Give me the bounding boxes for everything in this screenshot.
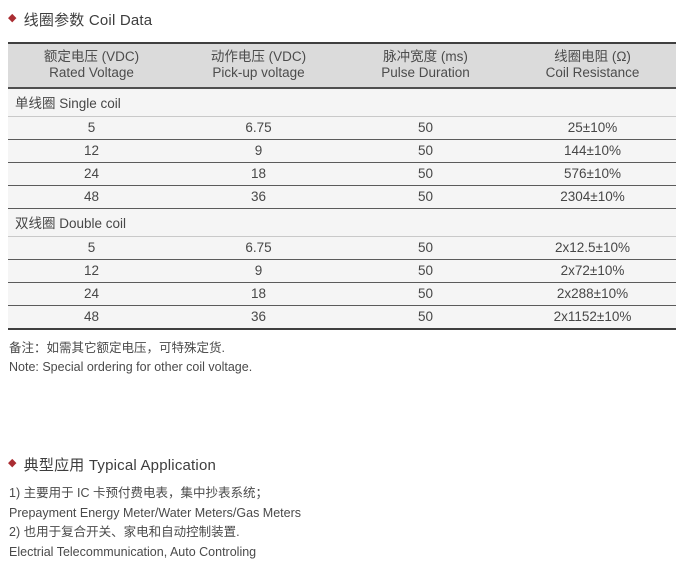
table-cell: 2x1152±10% [509, 305, 676, 329]
typical-application-section-title: ◆ 典型应用 Typical Application [8, 454, 700, 475]
typical-application-section: ◆ 典型应用 Typical Application 1) 主要用于 IC 卡预… [8, 454, 700, 562]
table-cell: 12 [8, 259, 175, 283]
table-cell: 6.75 [175, 116, 342, 140]
table-cell: 5 [8, 236, 175, 260]
table-cell: 5 [8, 116, 175, 140]
section-label: 双线圈 Double coil [8, 208, 676, 237]
table-cell: 36 [175, 185, 342, 209]
coil-data-table: 额定电压 (VDC) Rated Voltage 动作电压 (VDC) Pick… [8, 42, 676, 330]
table-row: 12 9 50 144±10% [8, 139, 676, 163]
table-notes: 备注：如需其它额定电压，可特殊定货. Note: Special orderin… [9, 339, 700, 377]
note-line-en: Note: Special ordering for other coil vo… [9, 360, 253, 374]
table-cell: 50 [342, 116, 509, 140]
table-cell: 12 [8, 139, 175, 163]
table-row: 48 36 50 2304±10% [8, 185, 676, 209]
column-header-pulse-duration: 脉冲宽度 (ms) Pulse Duration [342, 43, 509, 89]
coil-data-section-title: ◆ 线圈参数 Coil Data [8, 9, 700, 30]
table-cell: 50 [342, 185, 509, 209]
table-cell: 9 [175, 139, 342, 163]
table-cell: 144±10% [509, 139, 676, 163]
table-cell: 25±10% [509, 116, 676, 140]
section-row-double-coil: 双线圈 Double coil [8, 208, 676, 237]
table-cell: 2x288±10% [509, 282, 676, 306]
table-cell: 50 [342, 139, 509, 163]
table-cell: 2x12.5±10% [509, 236, 676, 260]
application-line: 1) 主要用于 IC 卡预付费电表，集中抄表系统； [9, 486, 269, 500]
header-zh: 动作电压 (VDC) [210, 49, 307, 64]
table-row: 24 18 50 2x288±10% [8, 282, 676, 306]
table-row: 48 36 50 2x1152±10% [8, 305, 676, 329]
table-cell: 24 [8, 282, 175, 306]
diamond-bullet-icon: ◆ [8, 457, 17, 469]
table-cell: 576±10% [509, 162, 676, 186]
header-en: Coil Resistance [545, 65, 640, 80]
header-en: Pick-up voltage [212, 65, 305, 80]
table-cell: 50 [342, 236, 509, 260]
table-cell: 36 [175, 305, 342, 329]
application-line: Electrial Telecommunication, Auto Contro… [9, 544, 257, 559]
application-lines: 1) 主要用于 IC 卡预付费电表，集中抄表系统； Prepayment Ene… [9, 484, 700, 562]
header-en: Pulse Duration [381, 65, 470, 80]
application-line: Prepayment Energy Meter/Water Meters/Gas… [9, 505, 301, 520]
section-row-single-coil: 单线圈 Single coil [8, 88, 676, 117]
table-cell: 50 [342, 259, 509, 283]
table-header: 额定电压 (VDC) Rated Voltage 动作电压 (VDC) Pick… [8, 43, 676, 89]
table-cell: 18 [175, 162, 342, 186]
header-row: 额定电压 (VDC) Rated Voltage 动作电压 (VDC) Pick… [8, 43, 676, 89]
table-row: 24 18 50 576±10% [8, 162, 676, 186]
table-cell: 48 [8, 185, 175, 209]
table-cell: 2304±10% [509, 185, 676, 209]
header-zh: 线圈电阻 (Ω) [554, 49, 631, 64]
table-cell: 6.75 [175, 236, 342, 260]
column-header-pickup-voltage: 动作电压 (VDC) Pick-up voltage [175, 43, 342, 89]
note-line-zh: 备注：如需其它额定电压，可特殊定货. [9, 341, 225, 355]
diamond-bullet-icon: ◆ [8, 12, 17, 24]
table-cell: 18 [175, 282, 342, 306]
table-cell: 2x72±10% [509, 259, 676, 283]
header-zh: 额定电压 (VDC) [43, 49, 140, 64]
table-row: 12 9 50 2x72±10% [8, 259, 676, 283]
coil-data-title-text: 线圈参数 Coil Data [23, 12, 153, 29]
table-cell: 50 [342, 305, 509, 329]
table-cell: 50 [342, 282, 509, 306]
table-body: 单线圈 Single coil 5 6.75 50 25±10% 12 9 50… [8, 88, 676, 329]
datasheet-page: ◆ 线圈参数 Coil Data 额定电压 (VDC) Rated Voltag… [8, 9, 700, 562]
header-en: Rated Voltage [49, 65, 134, 80]
table-cell: 24 [8, 162, 175, 186]
column-header-rated-voltage: 额定电压 (VDC) Rated Voltage [8, 43, 175, 89]
table-cell: 9 [175, 259, 342, 283]
header-zh: 脉冲宽度 (ms) [383, 49, 468, 64]
table-cell: 50 [342, 162, 509, 186]
table-cell: 48 [8, 305, 175, 329]
section-label: 单线圈 Single coil [8, 88, 676, 117]
table-row: 5 6.75 50 25±10% [8, 116, 676, 140]
table-row: 5 6.75 50 2x12.5±10% [8, 236, 676, 260]
column-header-coil-resistance: 线圈电阻 (Ω) Coil Resistance [509, 43, 676, 89]
typical-application-title-text: 典型应用 Typical Application [23, 457, 217, 474]
application-line: 2) 也用于复合开关、家电和自动控制装置. [9, 525, 240, 539]
